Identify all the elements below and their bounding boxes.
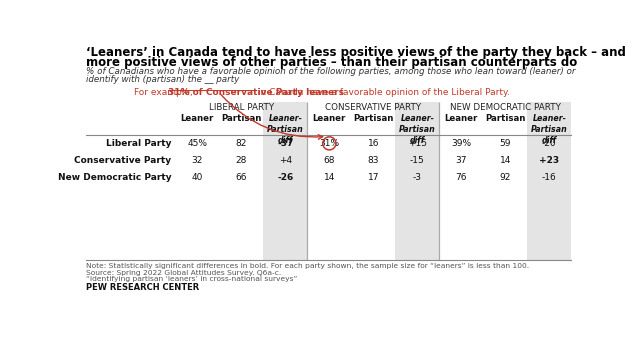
Text: +15: +15	[408, 139, 427, 148]
Text: more positive views of other parties – than their partisan counterparts do: more positive views of other parties – t…	[86, 56, 577, 69]
Text: Note: Statistically significant differences in bold. For each party shown, the s: Note: Statistically significant differen…	[86, 263, 529, 269]
Text: 82: 82	[236, 139, 247, 148]
Text: 14: 14	[500, 156, 511, 165]
Text: Leaner: Leaner	[445, 114, 478, 123]
Bar	[263, 102, 307, 259]
Text: Partisan: Partisan	[221, 114, 262, 123]
Text: -26: -26	[277, 173, 294, 182]
Text: 17: 17	[367, 173, 379, 182]
Text: identify with (partisan) the __ party: identify with (partisan) the __ party	[86, 75, 239, 84]
Text: 39%: 39%	[451, 139, 472, 148]
Text: Source: Spring 2022 Global Attitudes Survey. Q6a-c.: Source: Spring 2022 Global Attitudes Sur…	[86, 270, 282, 276]
Text: NEW DEMOCRATIC PARTY: NEW DEMOCRATIC PARTY	[450, 103, 561, 112]
Text: ‘Leaners’ in Canada tend to have less positive views of the party they back – an: ‘Leaners’ in Canada tend to have less po…	[86, 46, 626, 59]
Text: -20: -20	[542, 139, 557, 148]
Text: 40: 40	[191, 173, 203, 182]
Text: 32: 32	[191, 156, 203, 165]
Text: +4: +4	[279, 156, 292, 165]
Bar	[527, 102, 572, 259]
Text: 31% of Conservative Party leaners: 31% of Conservative Party leaners	[168, 88, 344, 97]
Text: +23: +23	[540, 156, 559, 165]
Text: 45%: 45%	[188, 139, 207, 148]
Text: 76: 76	[456, 173, 467, 182]
Text: 16: 16	[367, 139, 379, 148]
Text: 83: 83	[367, 156, 379, 165]
Text: Leaner-
Partisan
diff: Leaner- Partisan diff	[267, 114, 304, 144]
Bar	[396, 102, 439, 259]
Text: 92: 92	[500, 173, 511, 182]
Text: New Democratic Party: New Democratic Party	[58, 173, 172, 182]
Text: PEW RESEARCH CENTER: PEW RESEARCH CENTER	[86, 283, 200, 292]
Text: CONSERVATIVE PARTY: CONSERVATIVE PARTY	[325, 103, 422, 112]
Text: Partisan: Partisan	[353, 114, 394, 123]
Text: 66: 66	[236, 173, 247, 182]
Text: 28: 28	[236, 156, 247, 165]
Text: LIBERAL PARTY: LIBERAL PARTY	[209, 103, 274, 112]
Text: % of Canadians who have a favorable opinion of the following parties, among thos: % of Canadians who have a favorable opin…	[86, 67, 576, 76]
Text: Liberal Party: Liberal Party	[106, 139, 172, 148]
Text: 37: 37	[456, 156, 467, 165]
Text: -3: -3	[413, 173, 422, 182]
Text: 31%: 31%	[319, 139, 339, 148]
Text: 59: 59	[500, 139, 511, 148]
Text: Partisan: Partisan	[485, 114, 525, 123]
Text: Leaner: Leaner	[313, 114, 346, 123]
Text: Leaner-
Partisan
diff: Leaner- Partisan diff	[531, 114, 568, 144]
Text: “Identifying partisan ‘leaners’ in cross-national surveys”: “Identifying partisan ‘leaners’ in cross…	[86, 276, 298, 282]
Text: Leaner-
Partisan
diff: Leaner- Partisan diff	[399, 114, 436, 144]
Text: -16: -16	[542, 173, 557, 182]
Text: For example,: For example,	[134, 88, 196, 97]
Text: 14: 14	[324, 173, 335, 182]
Text: Leaner: Leaner	[180, 114, 214, 123]
Text: Conservative Party: Conservative Party	[74, 156, 172, 165]
Text: in Canada have a favorable opinion of the Liberal Party.: in Canada have a favorable opinion of th…	[255, 88, 510, 97]
Text: -37: -37	[277, 139, 294, 148]
Text: -15: -15	[410, 156, 425, 165]
Text: 68: 68	[324, 156, 335, 165]
